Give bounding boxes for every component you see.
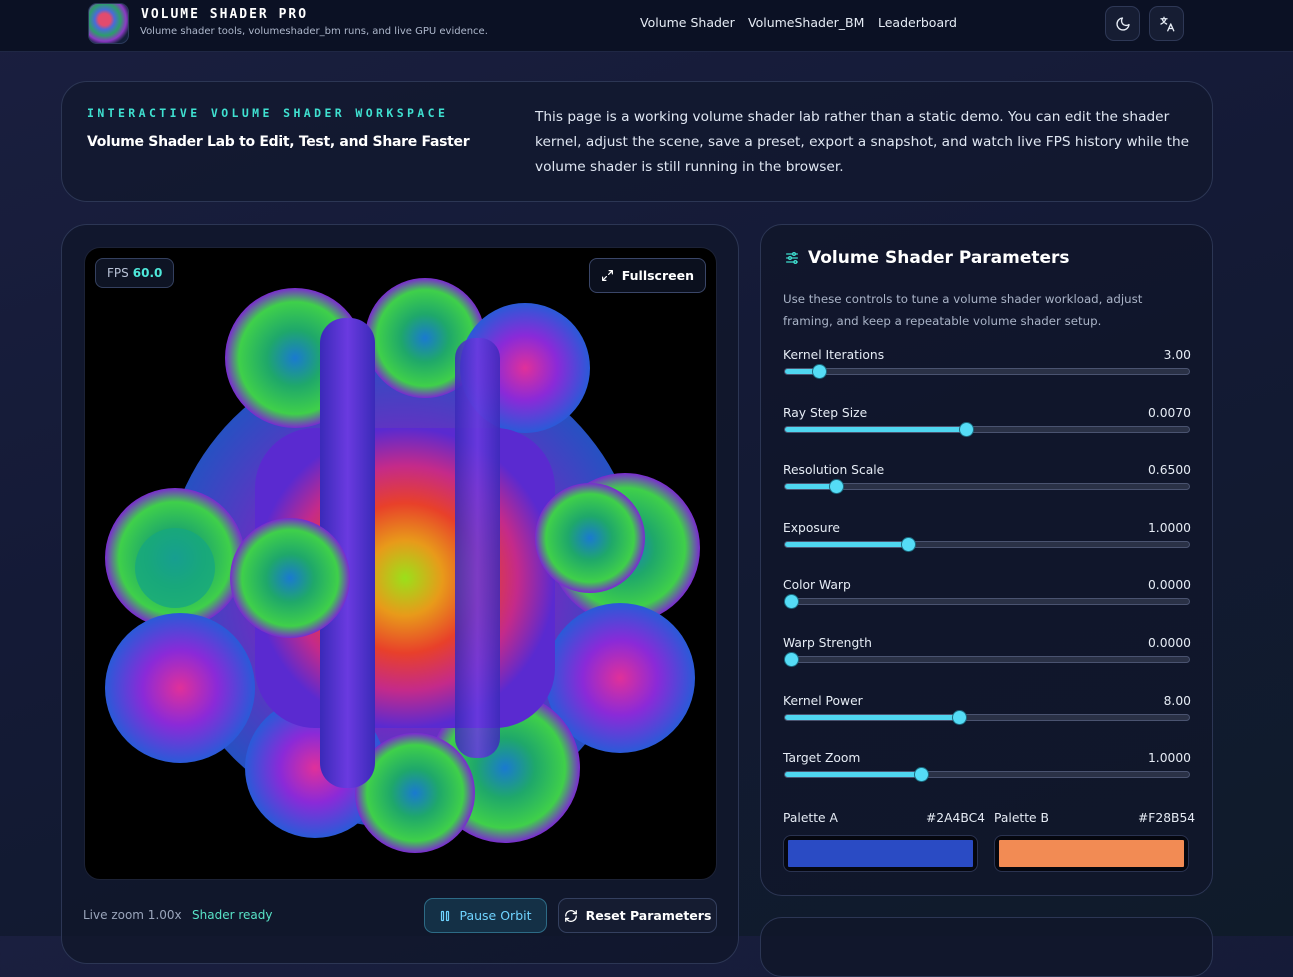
slider-thumb[interactable] bbox=[915, 768, 929, 782]
slider-label: Kernel Power bbox=[783, 693, 863, 708]
slider-row-exposure: Exposure 1.0000 bbox=[783, 521, 1191, 561]
target-zoom-slider[interactable] bbox=[784, 768, 1190, 782]
slider-thumb[interactable] bbox=[959, 422, 973, 436]
palette-b-color-picker[interactable] bbox=[994, 835, 1189, 872]
slider-value: 8.00 bbox=[1163, 693, 1191, 708]
sliders-icon bbox=[786, 252, 798, 264]
slider-label: Ray Step Size bbox=[783, 405, 868, 420]
slider-label: Warp Strength bbox=[783, 636, 872, 650]
reset-parameters-button[interactable]: Reset Parameters bbox=[558, 898, 717, 933]
slider-label: Target Zoom bbox=[783, 751, 861, 766]
slider-label: Kernel Iterations bbox=[783, 348, 885, 362]
slider-value: 0.0070 bbox=[1147, 405, 1191, 420]
parameters-description: Use these controls to tune a volume shad… bbox=[783, 292, 1143, 328]
slider-thumb[interactable] bbox=[813, 365, 827, 378]
language-button[interactable] bbox=[1149, 6, 1184, 41]
slider-fill bbox=[785, 369, 820, 374]
theme-toggle-button[interactable] bbox=[1105, 6, 1140, 41]
slider-label: Resolution Scale bbox=[783, 463, 885, 478]
slider-row-ray-step-size: Ray Step Size 0.0070 bbox=[783, 406, 1191, 446]
pause-icon bbox=[441, 910, 450, 921]
hero-panel: INTERACTIVE VOLUME SHADER WORKSPACE Volu… bbox=[61, 81, 1213, 202]
live-zoom-readout: Live zoom 1.00x bbox=[83, 908, 182, 922]
slider-thumb[interactable] bbox=[952, 710, 966, 724]
slider-value: 0.0000 bbox=[1147, 578, 1191, 593]
fps-value: 60.0 bbox=[132, 266, 163, 280]
slider-value: 3.00 bbox=[1163, 348, 1191, 362]
palette-b-label: Palette B bbox=[994, 811, 1049, 825]
slider-value: 1.0000 bbox=[1147, 520, 1191, 535]
palette-a-label: Palette A bbox=[783, 811, 838, 825]
expand-icon bbox=[601, 270, 613, 281]
resolution-scale-slider[interactable] bbox=[784, 480, 1190, 494]
slider-row-warp-strength: Warp Strength 0.0000 bbox=[783, 636, 1191, 676]
kernel-iterations-slider[interactable] bbox=[784, 365, 1190, 378]
slider-fill bbox=[785, 426, 966, 432]
fps-label: FPS bbox=[107, 266, 129, 280]
fractal-render bbox=[105, 278, 700, 853]
palette-a-color-picker[interactable] bbox=[783, 835, 978, 872]
slider-value: 0.0000 bbox=[1147, 636, 1191, 650]
viewer-card: FPS 60.0 Fullscreen Live zoom 1.00x Shad… bbox=[61, 224, 739, 964]
nav-link-volumeshader-bm[interactable]: VolumeShader_BM bbox=[748, 15, 865, 30]
slider-row-kernel-power: Kernel Power 8.00 bbox=[783, 694, 1191, 734]
warp-strength-slider[interactable] bbox=[784, 653, 1190, 666]
slider-thumb[interactable] bbox=[785, 595, 799, 609]
palette-a-value: #2A4BC4 bbox=[926, 811, 985, 825]
parameters-title: Volume Shader Parameters bbox=[808, 248, 1070, 268]
reset-parameters-label: Reset Parameters bbox=[585, 908, 712, 923]
slider-fill bbox=[785, 541, 909, 547]
slider-row-target-zoom: Target Zoom 1.0000 bbox=[783, 751, 1191, 791]
palette-b-value: #F28B54 bbox=[1138, 811, 1196, 825]
fps-badge: FPS 60.0 bbox=[95, 258, 175, 288]
slider-value: 1.0000 bbox=[1147, 751, 1191, 766]
slider-thumb[interactable] bbox=[902, 537, 916, 551]
shader-status: Shader ready bbox=[192, 908, 273, 922]
ray-step-size-slider[interactable] bbox=[784, 422, 1190, 436]
brand-subtitle: Volume shader tools, volumeshader_bm run… bbox=[140, 26, 488, 37]
slider-thumb[interactable] bbox=[785, 653, 799, 666]
palette-b-swatch bbox=[999, 840, 1184, 867]
color-warp-slider[interactable] bbox=[784, 595, 1190, 609]
pause-orbit-label: Pause Orbit bbox=[459, 908, 532, 923]
palette-a-swatch bbox=[788, 840, 973, 867]
slider-fill bbox=[785, 714, 959, 720]
kernel-power-slider[interactable] bbox=[784, 710, 1190, 724]
hero-eyebrow: INTERACTIVE VOLUME SHADER WORKSPACE bbox=[87, 106, 449, 120]
slider-row-resolution-scale: Resolution Scale 0.6500 bbox=[783, 463, 1191, 503]
slider-thumb[interactable] bbox=[830, 480, 844, 494]
fullscreen-label: Fullscreen bbox=[621, 268, 694, 283]
parameters-panel: Volume Shader Parameters Use these contr… bbox=[760, 224, 1213, 896]
slider-fill bbox=[785, 772, 922, 778]
slider-row-color-warp: Color Warp 0.0000 bbox=[783, 578, 1191, 618]
nav-link-volume-shader[interactable]: Volume Shader bbox=[640, 15, 735, 30]
pause-orbit-button[interactable]: Pause Orbit bbox=[424, 898, 547, 933]
fullscreen-button[interactable]: Fullscreen bbox=[588, 258, 706, 293]
nav-link-leaderboard[interactable]: Leaderboard bbox=[878, 15, 957, 30]
translate-icon bbox=[1159, 16, 1174, 31]
top-bar: VOLUME SHADER PRO Volume shader tools, v… bbox=[0, 0, 1293, 52]
exposure-slider[interactable] bbox=[784, 537, 1190, 551]
slider-value: 0.6500 bbox=[1147, 463, 1191, 478]
refresh-icon bbox=[564, 909, 577, 922]
shader-canvas[interactable]: FPS 60.0 Fullscreen bbox=[84, 247, 717, 880]
moon-icon bbox=[1115, 16, 1130, 31]
slider-label: Exposure bbox=[783, 520, 840, 535]
next-panel bbox=[760, 917, 1213, 977]
slider-fill bbox=[785, 484, 837, 490]
hero-title: Volume Shader Lab to Edit, Test, and Sha… bbox=[87, 134, 470, 150]
slider-row-kernel-iterations: Kernel Iterations 3.00 bbox=[783, 348, 1191, 388]
app-logo[interactable] bbox=[88, 3, 129, 44]
hero-description: This page is a working volume shader lab… bbox=[535, 109, 1190, 175]
brand-title[interactable]: VOLUME SHADER PRO bbox=[141, 7, 309, 22]
slider-label: Color Warp bbox=[783, 578, 851, 593]
